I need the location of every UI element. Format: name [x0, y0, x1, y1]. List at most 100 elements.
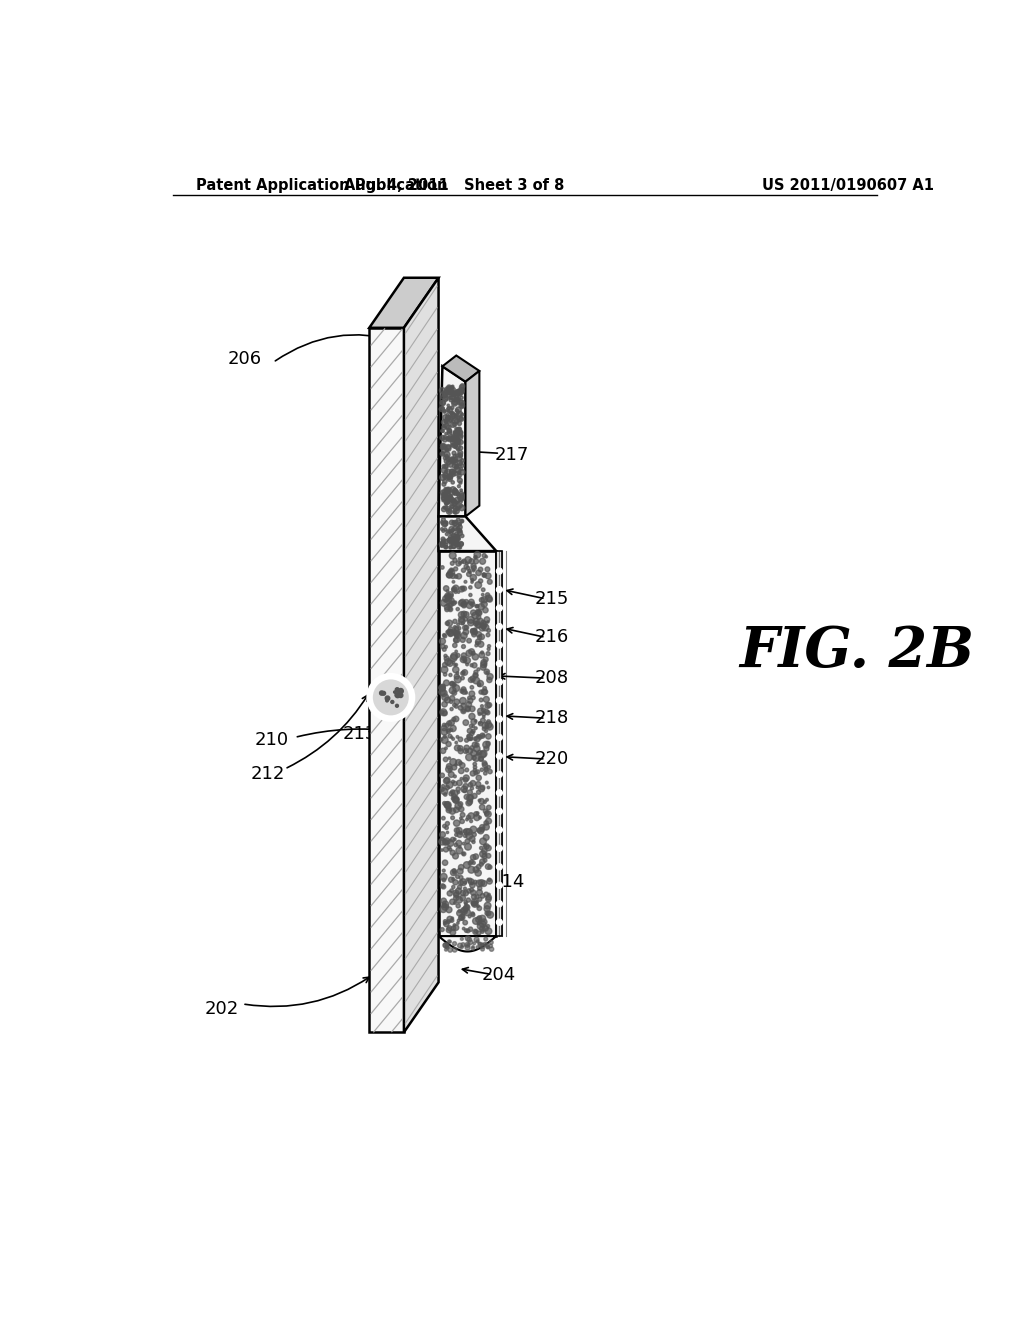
Circle shape	[443, 397, 447, 401]
Polygon shape	[370, 327, 403, 1032]
Circle shape	[440, 490, 446, 495]
Circle shape	[462, 586, 467, 591]
Circle shape	[497, 715, 503, 722]
Circle shape	[457, 397, 460, 401]
Circle shape	[442, 711, 447, 715]
Circle shape	[470, 746, 474, 750]
Circle shape	[486, 634, 489, 636]
Circle shape	[467, 729, 472, 734]
Circle shape	[485, 556, 487, 558]
Circle shape	[479, 915, 485, 921]
Circle shape	[466, 750, 468, 752]
Circle shape	[455, 675, 460, 678]
Circle shape	[453, 525, 458, 531]
Circle shape	[447, 948, 453, 952]
Circle shape	[486, 879, 493, 884]
Circle shape	[439, 388, 445, 393]
Circle shape	[458, 416, 463, 421]
Circle shape	[444, 593, 452, 599]
Circle shape	[446, 721, 452, 726]
Circle shape	[497, 789, 503, 796]
Circle shape	[482, 607, 488, 612]
Circle shape	[454, 541, 457, 544]
Circle shape	[447, 510, 452, 512]
Circle shape	[453, 685, 460, 692]
Circle shape	[478, 879, 484, 886]
Circle shape	[446, 477, 453, 482]
Circle shape	[458, 627, 461, 630]
Circle shape	[458, 529, 462, 533]
Circle shape	[459, 446, 463, 450]
Circle shape	[442, 492, 445, 495]
Circle shape	[486, 719, 490, 723]
Circle shape	[463, 748, 468, 754]
Circle shape	[444, 723, 450, 727]
Circle shape	[440, 396, 444, 399]
Circle shape	[478, 799, 480, 801]
Circle shape	[458, 801, 463, 807]
Circle shape	[467, 800, 472, 805]
Circle shape	[468, 915, 471, 917]
Circle shape	[441, 449, 445, 453]
Circle shape	[458, 421, 462, 425]
Circle shape	[455, 705, 458, 708]
Circle shape	[482, 624, 488, 631]
Circle shape	[455, 432, 460, 437]
Circle shape	[459, 705, 463, 710]
Circle shape	[459, 387, 464, 392]
Circle shape	[454, 636, 460, 643]
Circle shape	[444, 605, 450, 610]
Circle shape	[451, 387, 456, 392]
Circle shape	[447, 432, 452, 436]
Circle shape	[462, 653, 467, 657]
Circle shape	[460, 697, 466, 704]
Circle shape	[479, 925, 485, 932]
Circle shape	[451, 413, 457, 418]
Circle shape	[476, 940, 479, 942]
Circle shape	[460, 488, 463, 491]
Circle shape	[471, 628, 477, 635]
Text: 217: 217	[495, 446, 529, 463]
Circle shape	[480, 664, 486, 671]
Circle shape	[449, 603, 452, 606]
Circle shape	[457, 492, 460, 496]
Circle shape	[440, 788, 444, 791]
Circle shape	[441, 444, 446, 449]
Circle shape	[443, 586, 449, 591]
Circle shape	[452, 391, 455, 395]
Circle shape	[440, 685, 445, 690]
Circle shape	[484, 906, 490, 912]
Circle shape	[444, 463, 449, 469]
Circle shape	[459, 507, 461, 508]
Circle shape	[458, 884, 462, 890]
Circle shape	[450, 568, 454, 572]
Circle shape	[459, 601, 464, 606]
Circle shape	[477, 684, 480, 686]
Circle shape	[459, 875, 463, 879]
Circle shape	[445, 821, 450, 825]
Circle shape	[449, 847, 452, 851]
Circle shape	[445, 532, 449, 536]
Circle shape	[459, 611, 465, 618]
Circle shape	[466, 566, 470, 570]
Circle shape	[476, 791, 480, 795]
Circle shape	[475, 642, 478, 644]
Circle shape	[459, 529, 462, 532]
Circle shape	[457, 921, 459, 924]
Circle shape	[449, 768, 452, 771]
Circle shape	[440, 453, 443, 454]
Circle shape	[459, 762, 462, 764]
Circle shape	[497, 882, 503, 888]
Circle shape	[460, 384, 465, 388]
Circle shape	[463, 630, 469, 635]
Circle shape	[442, 507, 445, 508]
Circle shape	[469, 690, 475, 697]
Circle shape	[473, 618, 479, 624]
Circle shape	[441, 537, 445, 541]
Circle shape	[445, 496, 452, 502]
Circle shape	[454, 807, 459, 813]
Circle shape	[459, 768, 464, 774]
Circle shape	[444, 645, 447, 648]
Circle shape	[460, 777, 463, 780]
Circle shape	[461, 891, 466, 896]
